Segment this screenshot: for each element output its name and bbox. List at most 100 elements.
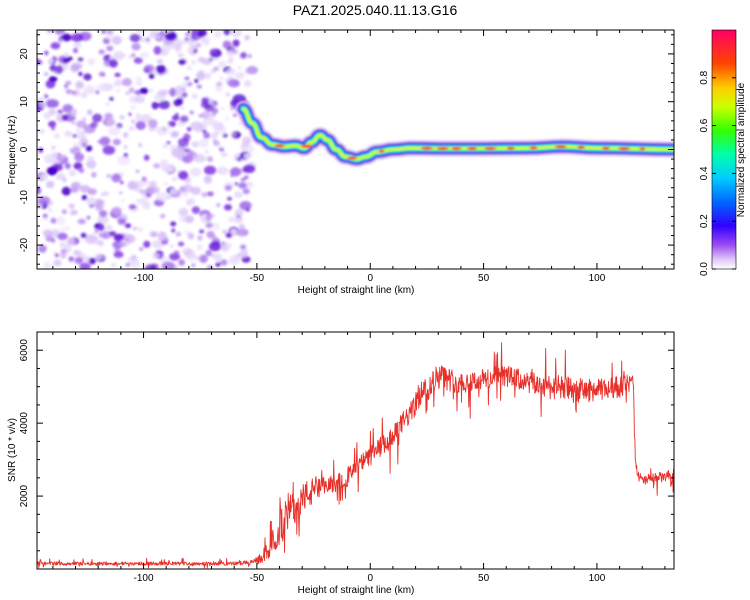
noise-speckle <box>92 113 103 123</box>
noise-speckle <box>85 145 93 152</box>
noise-speckle <box>59 252 67 259</box>
noise-speckle <box>43 72 49 76</box>
noise-speckle <box>204 72 212 80</box>
noise-speckle <box>139 36 147 43</box>
noise-speckle <box>224 185 232 191</box>
noise-speckle <box>133 180 140 185</box>
noise-speckle <box>157 59 163 64</box>
noise-speckle <box>46 30 53 33</box>
noise-speckle <box>200 36 211 44</box>
noise-speckle <box>38 101 47 109</box>
noise-speckle <box>159 214 166 219</box>
track-peak <box>300 144 313 148</box>
noise-speckle <box>224 204 232 211</box>
noise-speckle <box>182 152 187 156</box>
noise-speckle <box>112 240 124 249</box>
noise-speckle <box>145 264 156 269</box>
noise-speckle <box>237 251 249 259</box>
noise-speckle <box>233 113 237 117</box>
noise-speckle <box>234 182 239 186</box>
noise-speckle <box>230 106 235 111</box>
noise-speckle <box>81 194 88 201</box>
noise-speckle <box>135 120 146 130</box>
noise-speckle <box>178 259 186 266</box>
noise-speckle <box>242 188 250 195</box>
colorbar-label: Normalized spectral amplitude <box>736 82 747 217</box>
noise-speckle <box>53 259 62 267</box>
noise-speckle <box>237 229 245 237</box>
noise-speckle <box>191 206 201 214</box>
track-peak <box>484 146 497 151</box>
noise-speckle <box>187 38 196 46</box>
noise-speckle <box>37 32 41 37</box>
noise-speckle <box>181 92 188 98</box>
noise-speckle <box>108 127 121 136</box>
noise-speckle <box>198 138 209 148</box>
snr-x-label: Height of straight line (km) <box>298 585 415 596</box>
x-tick-label: -50 <box>250 273 265 284</box>
noise-speckle <box>131 53 135 58</box>
noise-speckle <box>139 52 150 59</box>
noise-speckle <box>239 201 252 211</box>
noise-speckle <box>83 85 96 95</box>
noise-speckle <box>153 163 161 169</box>
noise-speckle <box>140 114 152 123</box>
colorbar-tick-label: 0.2 <box>699 214 710 228</box>
noise-speckle <box>240 244 247 250</box>
noise-speckle <box>53 133 61 139</box>
noise-speckle <box>98 210 108 218</box>
noise-speckle <box>186 127 192 132</box>
noise-speckle <box>162 237 169 243</box>
noise-speckle <box>106 45 114 52</box>
noise-speckle <box>153 46 162 55</box>
noise-speckle <box>177 52 184 58</box>
noise-speckle <box>109 58 118 68</box>
noise-speckle <box>103 191 109 197</box>
track-peak <box>506 146 515 150</box>
noise-speckle <box>95 90 100 95</box>
noise-speckle <box>133 57 143 64</box>
noise-speckle <box>60 248 67 254</box>
noise-speckle <box>114 72 121 78</box>
noise-speckle <box>167 123 171 127</box>
noise-speckle <box>71 91 76 95</box>
y-tick-label: -10 <box>19 190 30 205</box>
noise-speckle <box>232 39 240 47</box>
noise-speckle <box>70 210 76 216</box>
noise-speckle <box>129 33 141 43</box>
noise-speckle <box>236 214 241 219</box>
noise-speckle <box>169 253 181 261</box>
noise-speckle <box>157 89 168 97</box>
noise-speckle <box>178 59 187 65</box>
noise-speckle <box>104 102 110 106</box>
noise-speckle <box>211 107 219 114</box>
noise-speckle <box>210 49 216 54</box>
noise-speckle <box>68 169 77 177</box>
colorbar-tick-label: 0.4 <box>699 166 710 180</box>
noise-speckle <box>112 138 121 146</box>
noise-speckle <box>86 109 93 116</box>
noise-speckle <box>42 229 53 238</box>
noise-speckle <box>61 209 68 215</box>
track-peak <box>420 146 433 150</box>
track-peak <box>378 149 385 153</box>
noise-speckle <box>73 249 82 257</box>
noise-speckle <box>62 104 74 113</box>
noise-speckle <box>50 217 57 224</box>
noise-speckle <box>57 109 64 114</box>
noise-speckle <box>238 182 247 189</box>
noise-speckle <box>222 40 232 49</box>
figure-title: PAZ1.2025.040.11.13.G16 <box>293 2 458 18</box>
noise-speckle <box>109 96 114 101</box>
noise-speckle <box>220 106 225 111</box>
noise-speckle <box>138 227 143 232</box>
noise-speckle <box>128 126 136 131</box>
noise-speckle <box>47 57 54 65</box>
noise-speckle <box>87 58 96 66</box>
noise-speckle <box>171 114 180 121</box>
noise-speckle <box>41 174 48 180</box>
noise-speckle <box>79 262 91 269</box>
noise-speckle <box>171 176 178 182</box>
noise-speckle <box>116 88 120 93</box>
noise-speckle <box>86 215 91 220</box>
